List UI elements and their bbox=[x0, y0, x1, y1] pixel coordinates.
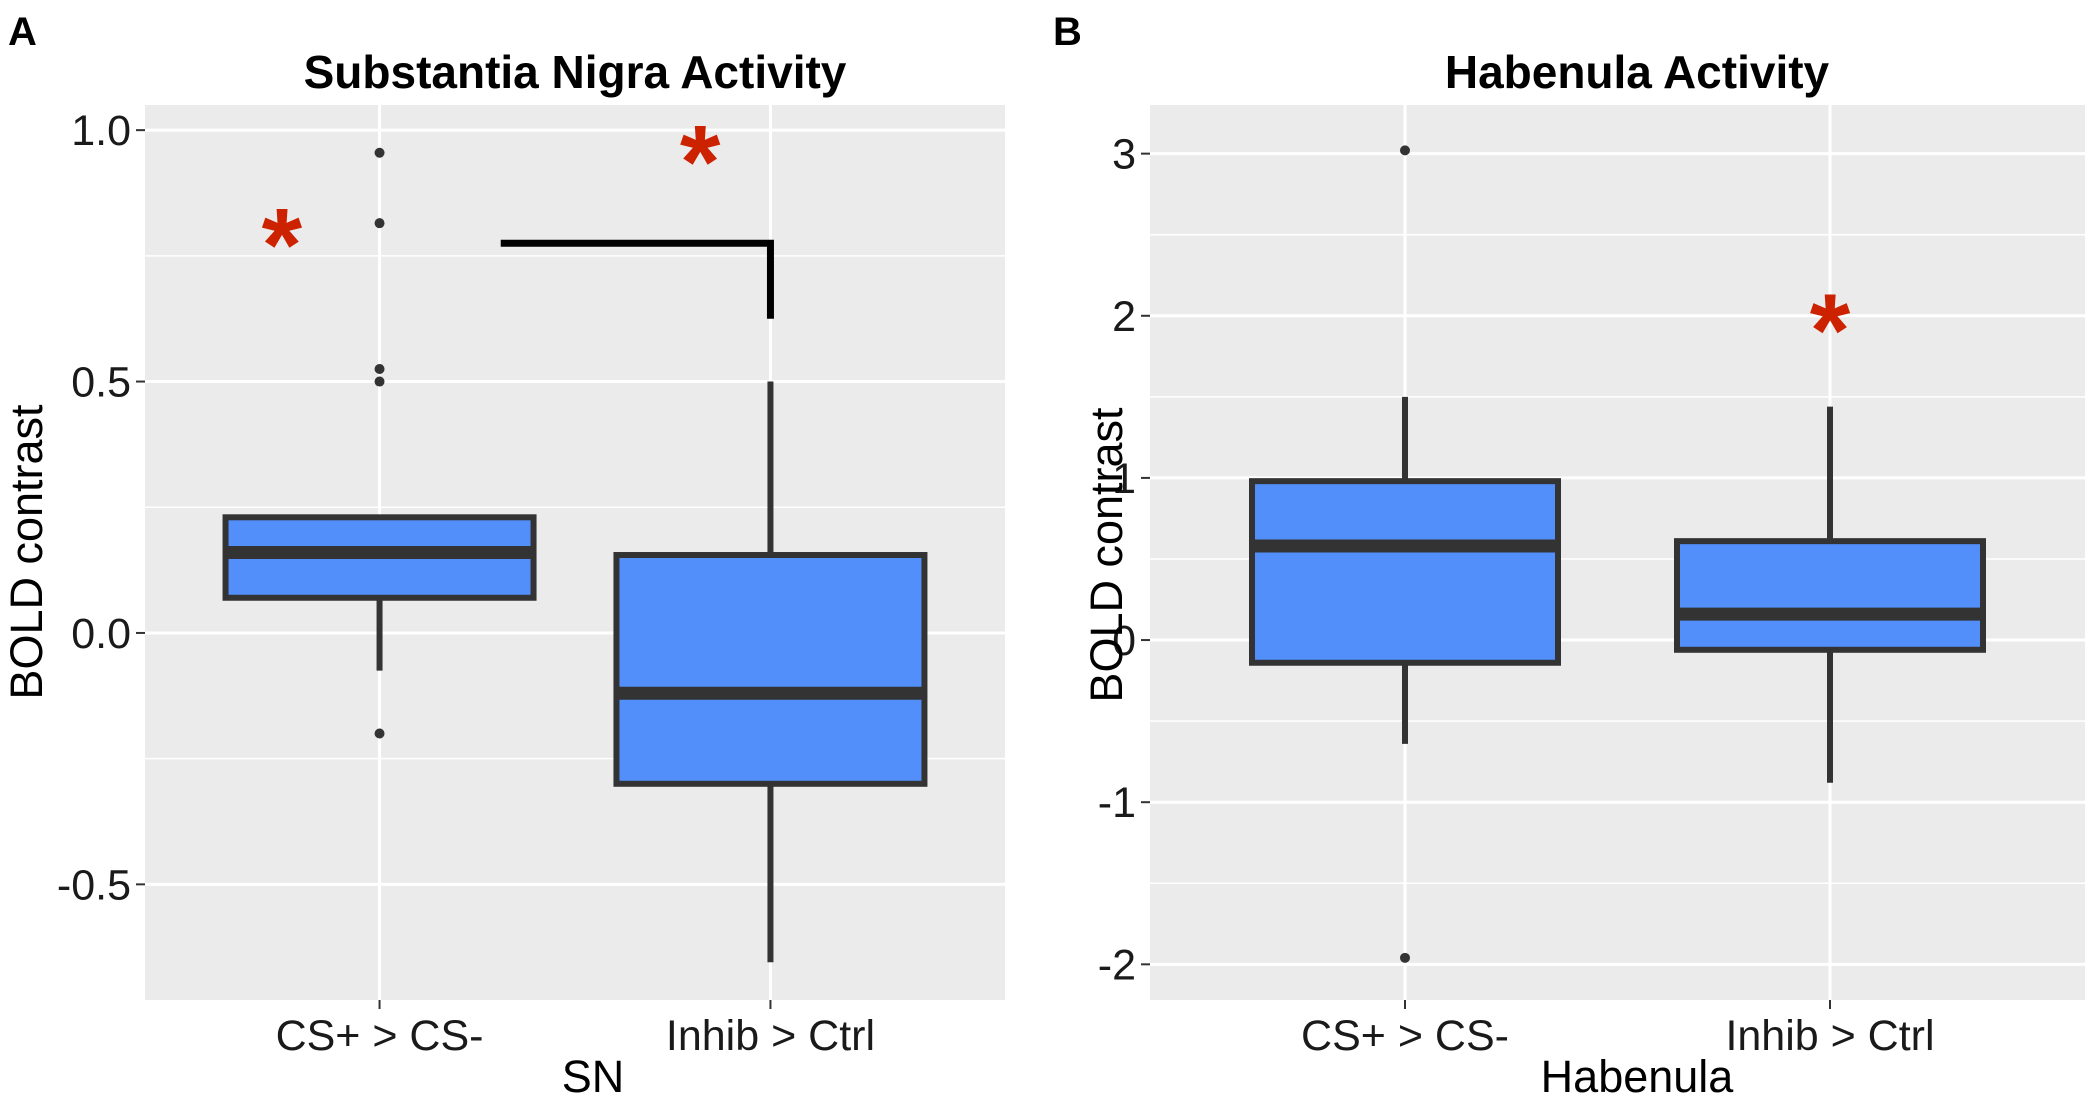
box-plots: * bbox=[1249, 145, 1986, 963]
outlier-point bbox=[374, 363, 385, 374]
significance-star: * bbox=[262, 188, 303, 304]
y-tick-label: -0.5 bbox=[57, 861, 131, 909]
y-tick-label: 2 bbox=[1112, 293, 1136, 341]
panel-label: A bbox=[8, 10, 37, 54]
plot-title: Habenula Activity bbox=[1445, 46, 1830, 98]
x-axis-title: SN bbox=[562, 1051, 625, 1100]
y-tick-label: 0 bbox=[1112, 617, 1136, 665]
box-iqr bbox=[1674, 538, 1986, 653]
y-tick-label: 1 bbox=[1112, 455, 1136, 503]
y-tick-labels: -0.5 0.0 0.5 1.0 bbox=[57, 107, 145, 909]
x-tick-label: Inhib > Ctrl bbox=[666, 1012, 875, 1060]
y-tick-labels: -2 -1 0 1 2 3 bbox=[1098, 131, 1150, 989]
y-axis-title: BOLD contrast bbox=[1, 404, 52, 700]
panel-label: B bbox=[1053, 10, 1082, 54]
significance-star: * bbox=[1810, 273, 1851, 389]
x-tick-label: Inhib > Ctrl bbox=[1725, 1012, 1934, 1060]
outlier-point bbox=[1400, 145, 1410, 156]
outlier-point bbox=[374, 147, 385, 158]
box-iqr bbox=[1249, 478, 1561, 666]
y-axis-title: BOLD contrast bbox=[1081, 407, 1132, 703]
x-tick-labels: CS+ > CS- Inhib > Ctrl bbox=[1301, 1000, 1935, 1060]
outlier-point bbox=[374, 376, 385, 387]
x-axis-title: Habenula bbox=[1541, 1051, 1735, 1100]
x-tick-labels: CS+ > CS- Inhib > Ctrl bbox=[276, 1000, 875, 1060]
outlier-point bbox=[1400, 952, 1410, 963]
y-tick-label: 3 bbox=[1112, 131, 1136, 179]
plot-title: Substantia Nigra Activity bbox=[304, 46, 847, 98]
panel-b: * -2 -1 0 1 2 3 CS+ > CS- Inhib > Ctrl B Haben… bbox=[1053, 10, 2085, 1100]
y-tick-label: -1 bbox=[1098, 779, 1136, 827]
box-plots: ** bbox=[222, 105, 928, 963]
x-tick-label: CS+ > CS- bbox=[276, 1012, 484, 1060]
significance-star: * bbox=[680, 105, 721, 221]
x-tick-label: CS+ > CS- bbox=[1301, 1012, 1509, 1060]
significance-bracket bbox=[500, 239, 774, 319]
box-iqr bbox=[613, 552, 928, 787]
outlier-point bbox=[374, 218, 385, 229]
y-tick-label: 1.0 bbox=[71, 107, 131, 155]
y-tick-label: 0.0 bbox=[71, 610, 131, 658]
y-tick-label: 0.5 bbox=[71, 359, 131, 407]
y-tick-label: -2 bbox=[1098, 941, 1136, 989]
panel-a: ** -0.50.00.51.0 CS+ > CS- Inhib > Ctrl A… bbox=[1, 10, 1005, 1100]
outlier-point bbox=[374, 728, 385, 739]
